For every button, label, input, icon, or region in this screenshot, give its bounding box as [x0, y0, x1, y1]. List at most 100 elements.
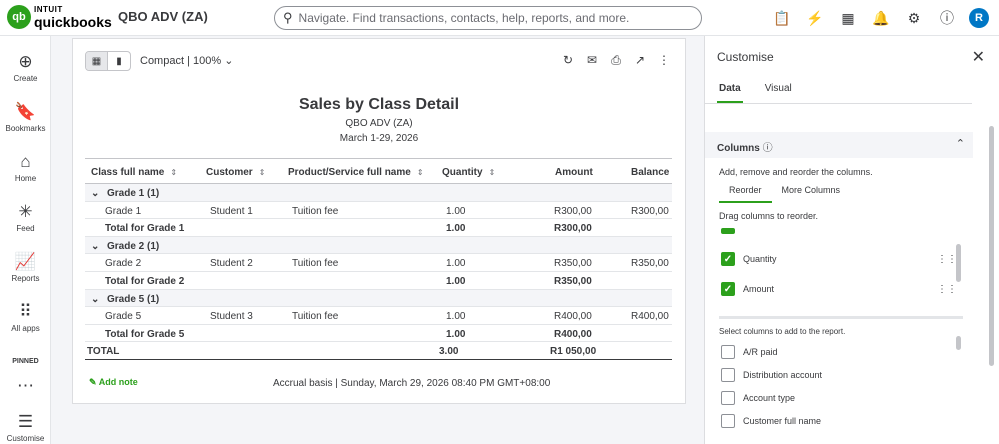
chart-view-icon[interactable]: ▮	[116, 55, 122, 67]
help-icon[interactable]: ⓘ	[940, 10, 954, 26]
resize-handle[interactable]	[719, 316, 963, 319]
gear-icon[interactable]: ⚙	[907, 9, 921, 26]
group-row[interactable]: ⌄ Grade 2 (1)	[85, 236, 672, 255]
col-header-class[interactable]: Class full name ⇕	[91, 167, 178, 178]
reorder-scrollbar[interactable]	[956, 244, 961, 282]
nav-customise[interactable]: ☰ Customise	[0, 412, 51, 443]
column-option-distribution-account[interactable]: Distribution account	[721, 368, 822, 382]
logo-line1: INTUIT	[34, 5, 63, 14]
sort-icon: ⇕	[416, 168, 424, 177]
columns-section-header[interactable]: Columns ⓘ ⌃	[705, 132, 973, 158]
checkbox[interactable]	[721, 368, 735, 382]
collapse-icon[interactable]: ⌄	[91, 293, 100, 305]
column-item-partial[interactable]	[721, 228, 743, 234]
nav-label: Home	[14, 174, 37, 183]
print-icon[interactable]: ⎙	[611, 53, 621, 67]
checkbox[interactable]: ✓	[721, 252, 735, 266]
sliders-icon: ☰	[17, 412, 34, 431]
table-view-icon[interactable]: ▦	[86, 52, 109, 70]
column-item-quantity[interactable]: ✓ Quantity	[721, 252, 777, 266]
refresh-icon[interactable]: ↻	[562, 53, 574, 67]
chevron-up-icon: ⌃	[955, 138, 965, 150]
reports-icon: 📈	[14, 252, 37, 271]
cell-class: Grade 1	[105, 205, 142, 217]
feed-icon: ✳	[18, 202, 33, 221]
collapse-icon[interactable]: ⌄	[91, 188, 100, 199]
sort-icon: ⇕	[170, 168, 178, 177]
avatar[interactable]: R	[969, 8, 989, 28]
cell-amount[interactable]: R350,00	[554, 258, 592, 270]
nav-reports[interactable]: 📈 Reports	[0, 252, 51, 283]
col-header-quantity[interactable]: Quantity ⇕	[442, 167, 496, 178]
table-row[interactable]: Grade 1 Student 1 Tuition fee 1.00 R300,…	[85, 202, 672, 220]
group-row[interactable]: ⌄ Grade 5 (1)	[85, 289, 672, 308]
nav-label: Feed	[16, 224, 35, 233]
checkbox[interactable]	[721, 228, 735, 234]
tab-visual[interactable]: Visual	[764, 83, 792, 94]
col-header-balance[interactable]: Balance	[631, 167, 670, 178]
group-row[interactable]: ⌄ Grade 1 (1)	[85, 184, 672, 202]
checkbox[interactable]	[721, 345, 735, 359]
sort-icon: ⇕	[258, 168, 266, 177]
cell-amount[interactable]: R300,00	[554, 205, 592, 217]
drag-hint: Drag columns to reorder.	[719, 211, 819, 221]
collapse-icon[interactable]: ⌄	[91, 240, 100, 252]
col-header-customer[interactable]: Customer ⇕	[206, 167, 266, 178]
checkbox[interactable]: ✓	[721, 282, 735, 296]
panel-scrollbar[interactable]	[989, 126, 994, 366]
company-name[interactable]: QBO ADV (ZA)	[118, 9, 208, 24]
customise-panel: Customise ✕ Data Visual Columns ⓘ ⌃ Add,…	[704, 36, 999, 444]
nav-create[interactable]: ⊕ Create	[0, 52, 51, 83]
close-icon[interactable]: ✕	[971, 49, 985, 66]
checkbox[interactable]	[721, 414, 735, 428]
home-icon: ⌂	[20, 152, 31, 171]
cell-product: Tuition fee	[292, 205, 339, 217]
group-total-row: Total for Grade 1 1.00 R300,00	[85, 219, 672, 237]
chevron-down-icon: ⌄	[224, 55, 234, 67]
bell-icon[interactable]: 🔔	[872, 9, 890, 26]
email-icon[interactable]: ✉	[586, 53, 598, 67]
clipboard-icon[interactable]: 📋	[773, 9, 791, 26]
view-mode-label: Compact | 100%	[140, 55, 222, 67]
nav-home[interactable]: ⌂ Home	[0, 152, 51, 183]
total-quantity: 1.00	[446, 275, 466, 287]
bookmark-icon: 🔖	[14, 102, 37, 121]
export-icon[interactable]: ↗	[634, 53, 646, 67]
report-card: ▦ ▮ Compact | 100% ⌄ ↻ ✉ ⎙ ↗ ⋮ Sales by …	[72, 38, 686, 404]
tab-data[interactable]: Data	[717, 83, 743, 103]
col-header-amount[interactable]: Amount	[555, 167, 593, 178]
col-header-product[interactable]: Product/Service full name ⇕	[288, 167, 424, 178]
cell-customer: Student 2	[210, 258, 253, 270]
total-quantity: 1.00	[446, 328, 466, 340]
cell-product: Tuition fee	[292, 311, 339, 323]
apps-icon[interactable]: ▦	[841, 9, 855, 26]
table-row[interactable]: Grade 5 Student 3 Tuition fee 1.00 R400,…	[85, 307, 672, 325]
column-option-customer-full-name[interactable]: Customer full name	[721, 414, 821, 428]
nav-all-apps[interactable]: ⠿ All apps	[0, 302, 51, 333]
checkbox[interactable]	[721, 391, 735, 405]
group-total-row: Total for Grade 2 1.00 R350,00	[85, 272, 672, 290]
quickbooks-logo[interactable]: qb INTUIT quickbooks	[7, 5, 112, 29]
search-input[interactable]: ⚲ Navigate. Find transactions, contacts,…	[274, 6, 702, 30]
view-mode-dropdown[interactable]: Compact | 100% ⌄	[140, 54, 233, 67]
column-item-amount[interactable]: ✓ Amount	[721, 282, 774, 296]
nav-feed[interactable]: ✳ Feed	[0, 202, 51, 233]
lightning-icon[interactable]: ⚡	[806, 9, 824, 26]
add-note-button[interactable]: ✎ Add note	[89, 377, 138, 387]
cell-amount[interactable]: R400,00	[554, 311, 592, 323]
cell-balance: R350,00	[631, 258, 669, 270]
column-option-account-type[interactable]: Account type	[721, 391, 795, 405]
tab-more-columns[interactable]: More Columns	[781, 185, 841, 195]
drag-handle-icon[interactable]: ⋮⋮	[937, 254, 957, 265]
add-scrollbar[interactable]	[956, 336, 961, 350]
drag-handle-icon[interactable]: ⋮⋮	[937, 284, 957, 295]
sort-icon: ⇕	[488, 168, 496, 177]
tab-reorder[interactable]: Reorder	[719, 185, 772, 203]
cell-class: Grade 5	[105, 311, 142, 323]
more-options-icon[interactable]: ⋮	[658, 53, 670, 67]
left-nav: ⊕ Create 🔖 Bookmarks ⌂ Home ✳ Feed 📈 Rep…	[0, 36, 51, 444]
column-option-ar-paid[interactable]: A/R paid	[721, 345, 778, 359]
nav-bookmarks[interactable]: 🔖 Bookmarks	[0, 102, 51, 133]
nav-more[interactable]: ⋯	[0, 376, 51, 396]
table-row[interactable]: Grade 2 Student 2 Tuition fee 1.00 R350,…	[85, 254, 672, 272]
